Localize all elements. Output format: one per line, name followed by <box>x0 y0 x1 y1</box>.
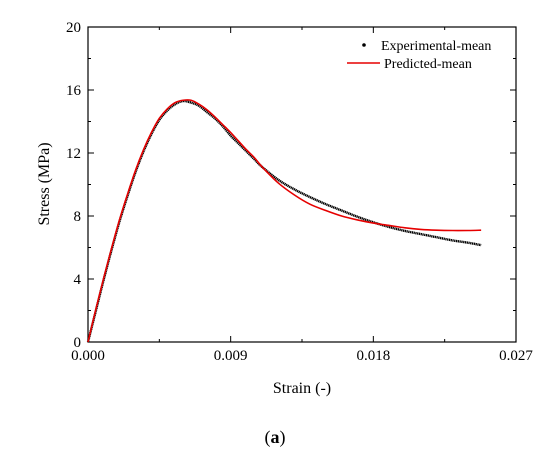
y-tick-label: 20 <box>66 20 81 36</box>
y-tick-label: 8 <box>74 209 82 225</box>
y-tick-label: 0 <box>74 335 82 351</box>
legend-marker-experimental <box>362 43 366 47</box>
y-tick-label: 12 <box>66 146 81 162</box>
legend-label-predicted: Predicted-mean <box>384 57 472 72</box>
tick-labels: 0.000 0.009 0.018 0.027 0 4 8 12 16 20 <box>66 20 533 364</box>
y-axis-title: Stress (MPa) <box>36 142 53 225</box>
y-tick-label: 4 <box>74 272 82 288</box>
x-tick-label: 0.027 <box>499 348 533 364</box>
x-axis-title: Strain (-) <box>273 380 331 397</box>
legend-label-experimental: Experimental-mean <box>381 39 491 54</box>
series-line-predicted-mean <box>87 99 482 343</box>
figure-caption: (a) <box>265 427 286 448</box>
x-tick-label: 0.018 <box>356 348 390 364</box>
legend: Experimental-mean Predicted-mean <box>347 39 491 72</box>
series-line-experimental-mean <box>86 99 482 343</box>
x-tick-label: 0.009 <box>214 348 248 364</box>
y-tick-label: 16 <box>66 83 82 99</box>
x-tick-label: 0.000 <box>71 348 105 364</box>
caption-letter: a <box>271 427 280 447</box>
plot-frame <box>87 26 517 343</box>
axis-ticks <box>87 26 517 343</box>
series-layer <box>86 99 482 343</box>
